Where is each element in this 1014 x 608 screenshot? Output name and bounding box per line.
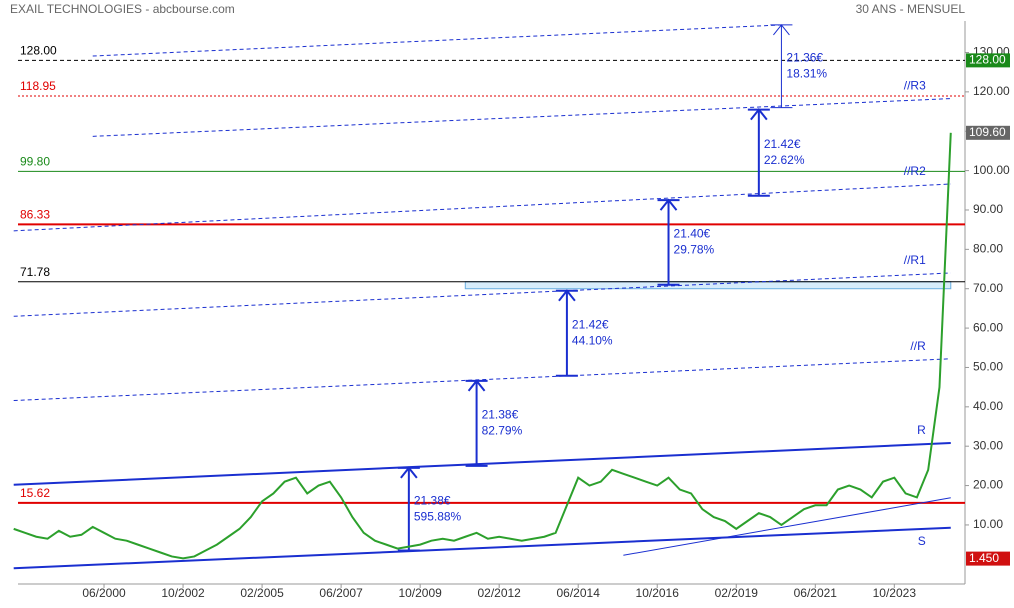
x-tick-label: 02/2012 — [477, 586, 521, 600]
chart-subtitle: 30 ANS - MENSUEL — [856, 2, 966, 16]
chart-title: EXAIL TECHNOLOGIES - abcbourse.com — [10, 2, 235, 16]
trendline — [13, 272, 951, 317]
arrow-label: 595.88% — [414, 509, 462, 523]
x-tick-label: 02/2005 — [240, 586, 284, 600]
x-tick-label: 10/2016 — [636, 586, 680, 600]
arrow-head — [467, 379, 486, 392]
y-tick-label: 40.00 — [973, 399, 1003, 413]
arrow-label: 82.79% — [482, 424, 523, 438]
arrow-label: 21.40€ — [674, 227, 711, 241]
trendline-label: S — [918, 534, 926, 548]
trendline-label: R — [917, 423, 926, 437]
x-tick-label: 10/2002 — [161, 586, 205, 600]
x-tick-label: 02/2019 — [715, 586, 759, 600]
trendline — [92, 98, 951, 137]
price-badge-label: 109.60 — [969, 125, 1006, 139]
y-tick-label: 50.00 — [973, 360, 1003, 374]
arrow-label: 21.42€ — [572, 317, 609, 331]
trendline-label: //R2 — [904, 164, 926, 178]
trendline — [13, 358, 951, 402]
trendline — [13, 526, 951, 570]
arrow-label: 21.36€ — [786, 50, 823, 64]
x-tick-label: 10/2009 — [398, 586, 442, 600]
price-badge — [966, 53, 1010, 68]
trendline-label: //R1 — [904, 253, 926, 267]
y-tick-label: 60.00 — [973, 320, 1003, 334]
trendline — [623, 497, 951, 556]
level-label: 15.62 — [20, 486, 50, 500]
x-tick-label: 06/2007 — [319, 586, 363, 600]
price-badge — [966, 551, 1010, 566]
arrow-label: 44.10% — [572, 333, 613, 347]
y-tick-label: 80.00 — [973, 242, 1003, 256]
price-badge-label: 128.00 — [969, 53, 1006, 67]
y-tick-label: 30.00 — [973, 438, 1003, 452]
price-badge — [966, 125, 1010, 140]
arrow-label: 18.31% — [786, 66, 827, 80]
arrow-head — [659, 198, 678, 211]
level-label: 128.00 — [20, 44, 57, 58]
trendline-label: //R — [910, 339, 926, 353]
x-tick-label: 06/2021 — [794, 586, 838, 600]
trendline-label: //R3 — [904, 79, 926, 93]
y-tick-label: 120.00 — [973, 84, 1010, 98]
arrow-label: 21.38€ — [414, 493, 451, 507]
level-label: 118.95 — [20, 79, 56, 93]
arrow-head — [750, 107, 768, 121]
y-tick-label: 100.00 — [973, 163, 1010, 177]
price-badge-label: 1.450 — [969, 551, 999, 565]
arrow-head — [400, 466, 418, 479]
trendline — [92, 24, 782, 57]
trendline — [13, 183, 951, 232]
price-line — [13, 132, 952, 560]
y-tick-label: 10.00 — [973, 517, 1003, 531]
arrow-label: 22.62% — [764, 153, 805, 167]
zone — [464, 281, 952, 290]
x-tick-label: 06/2014 — [557, 586, 601, 600]
level-label: 71.78 — [20, 265, 50, 279]
y-tick-label: 20.00 — [973, 478, 1003, 492]
x-tick-label: 06/2000 — [82, 586, 126, 600]
y-tick-label: 70.00 — [973, 281, 1003, 295]
arrow-label: 29.78% — [674, 243, 715, 257]
y-tick-label: 90.00 — [973, 202, 1003, 216]
trendline — [13, 442, 951, 486]
arrow-label: 21.38€ — [482, 408, 519, 422]
x-tick-label: 10/2023 — [873, 586, 917, 600]
level-label: 86.33 — [20, 208, 50, 222]
arrow-head — [773, 24, 790, 36]
level-label: 99.80 — [20, 155, 50, 169]
arrow-head — [558, 289, 576, 302]
arrow-label: 21.42€ — [764, 137, 801, 151]
